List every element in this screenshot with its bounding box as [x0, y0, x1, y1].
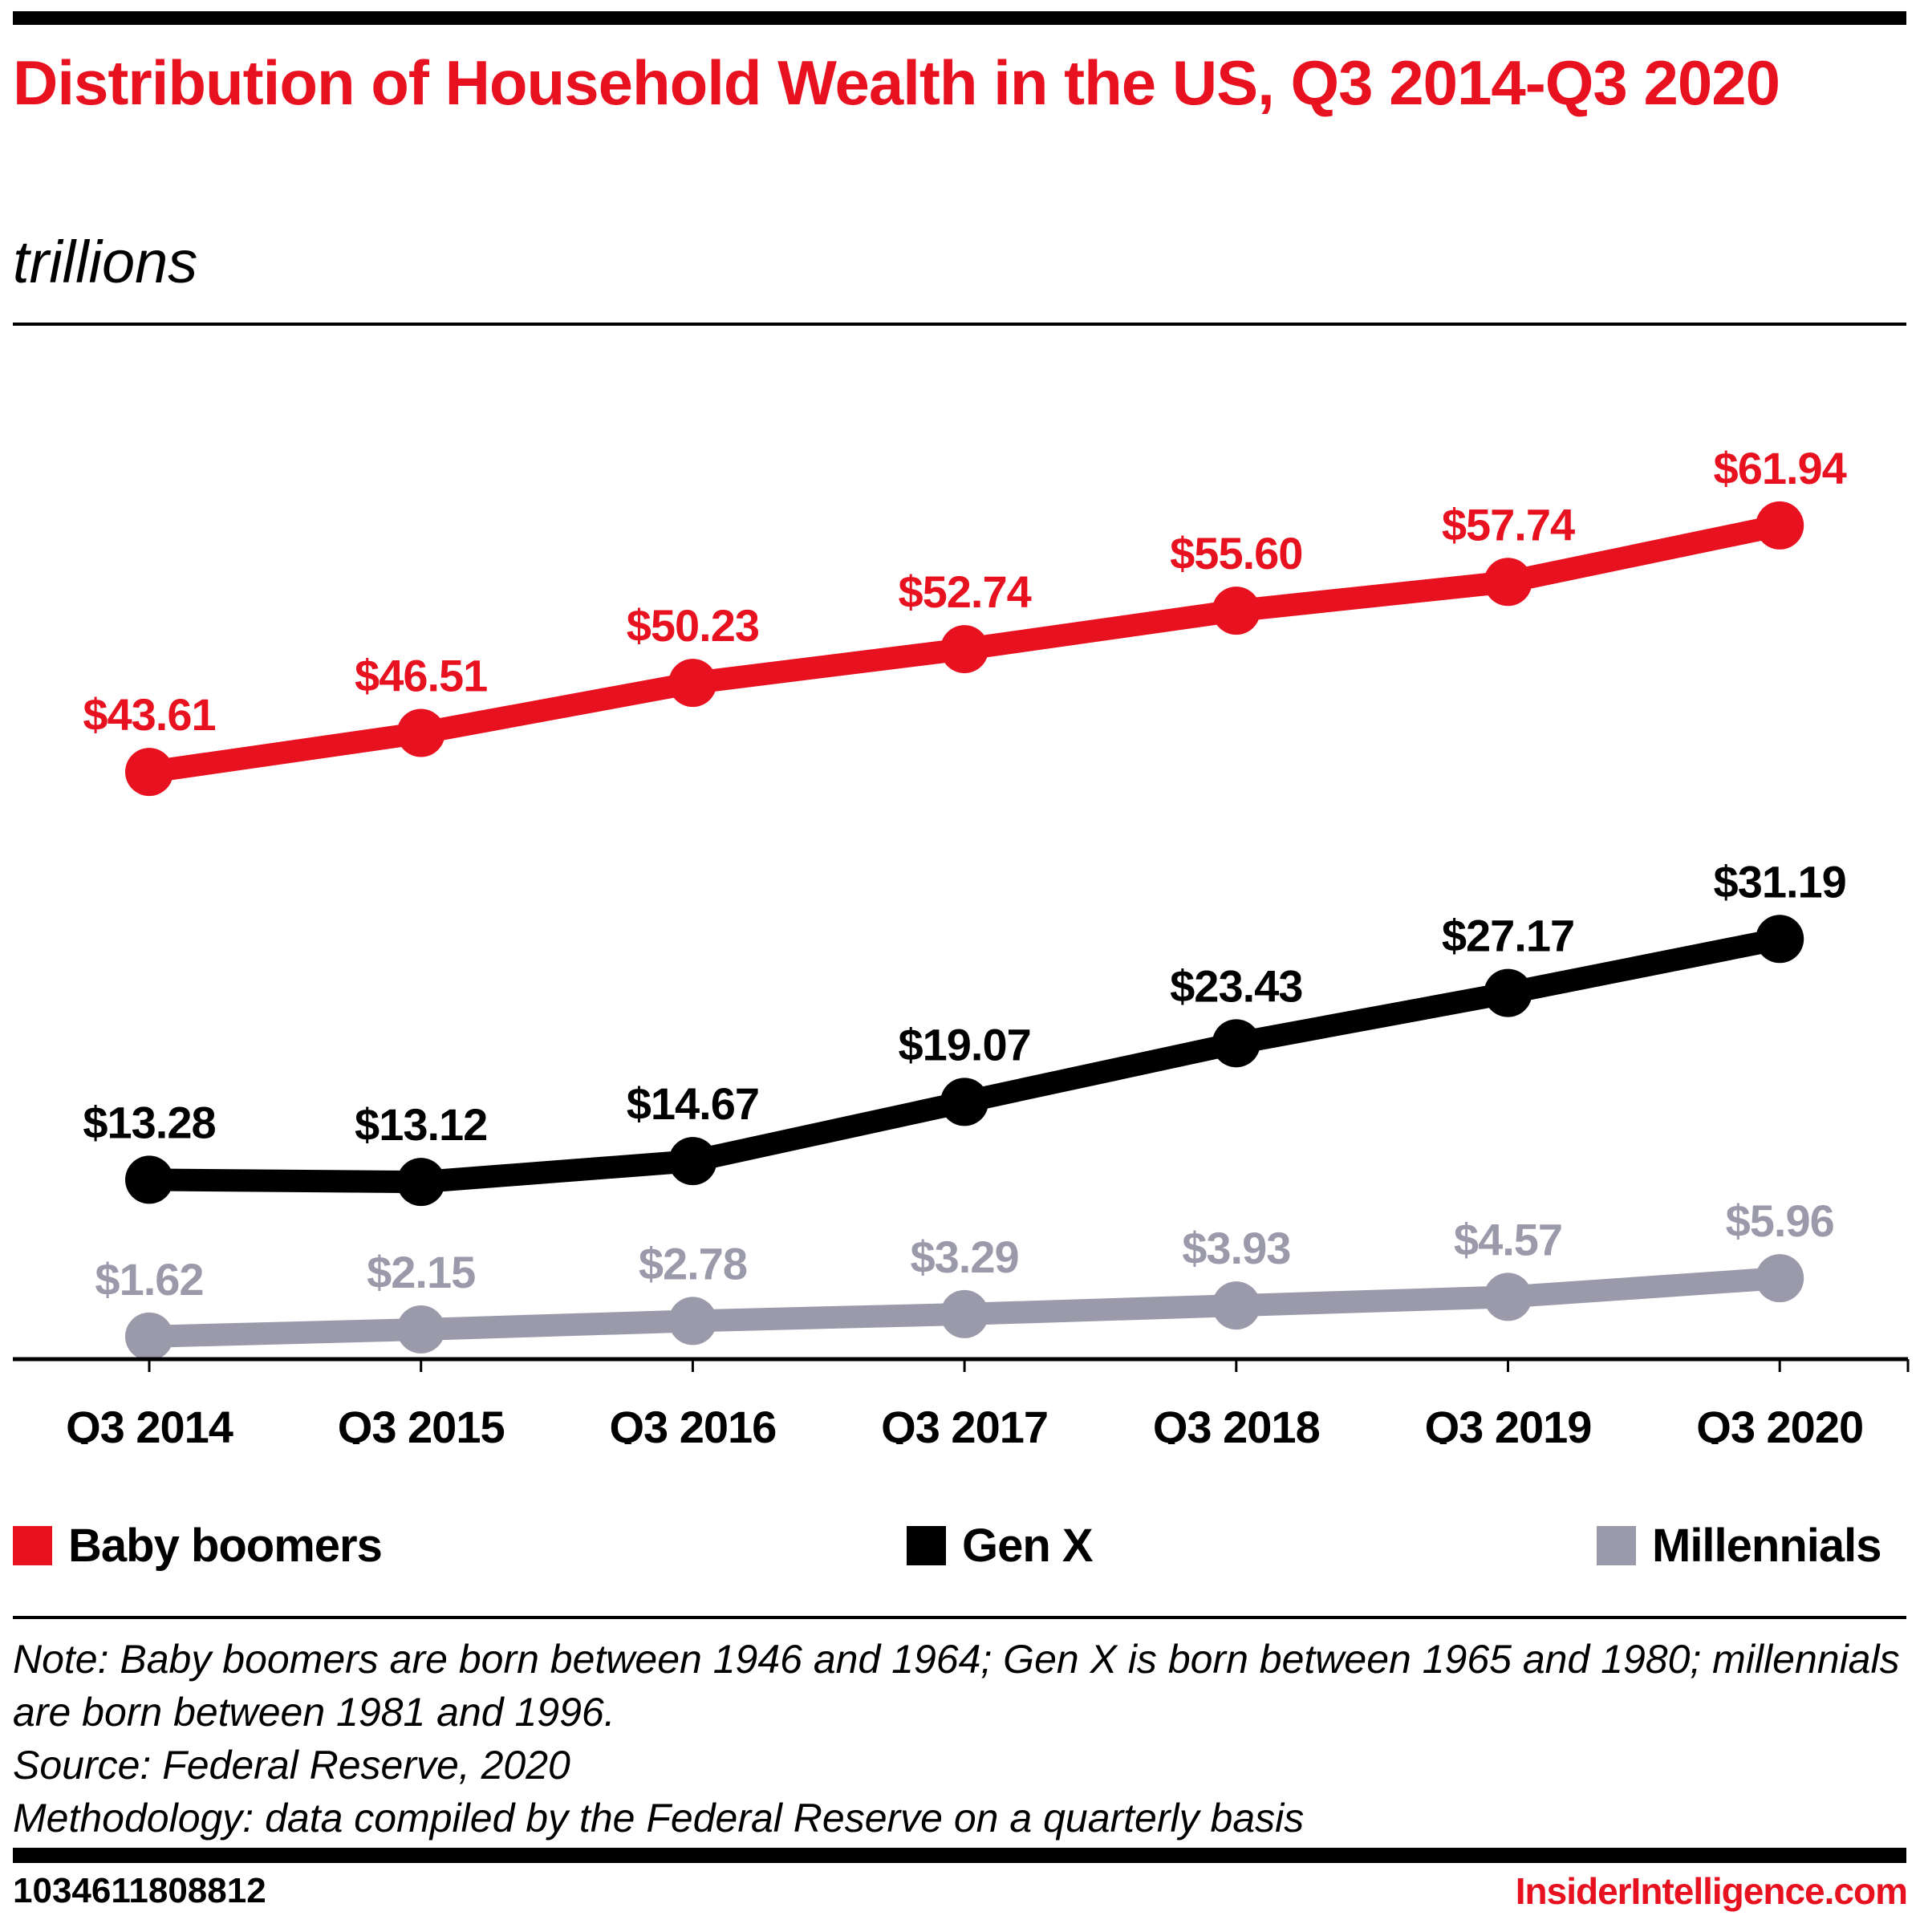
data-point: [1756, 1254, 1804, 1303]
legend-swatch-millennials: [1597, 1526, 1636, 1565]
data-point: [396, 708, 445, 757]
data-point: [668, 659, 717, 708]
data-label: $55.60: [1170, 528, 1302, 578]
data-point: [1756, 501, 1804, 550]
data-point: [396, 1305, 445, 1354]
legend-divider: [13, 1616, 1906, 1619]
data-label: $5.96: [1726, 1195, 1834, 1246]
data-label: $14.67: [627, 1078, 759, 1129]
legend-item-millennials: Millennials: [1597, 1519, 1882, 1573]
footnotes: Note: Baby boomers are born between 1946…: [13, 1633, 1906, 1845]
series-baby-boomers: $43.61 $46.51 $50.23 $52.74 $55.60 $57.74 $61.…: [83, 443, 1848, 797]
x-axis: Q3 2014 Q3 2015 Q3 2016 Q3 2017 Q3 2018 Q3 20…: [13, 1357, 1910, 1444]
subtitle-divider: [13, 323, 1906, 326]
x-tick-label: Q3 2017: [881, 1402, 1048, 1444]
x-tick-label: Q3 2018: [1153, 1402, 1320, 1444]
data-label: $2.15: [367, 1247, 475, 1297]
data-point: [1484, 968, 1532, 1017]
data-label: $1.62: [95, 1254, 203, 1305]
data-label: $4.57: [1454, 1214, 1562, 1264]
line-chart: $43.61 $46.51 $50.23 $52.74 $55.60 $57.74 $61.…: [13, 443, 1910, 1444]
data-label: $43.61: [83, 689, 215, 740]
data-label: $52.74: [898, 566, 1031, 617]
data-label: $27.17: [1442, 911, 1574, 961]
data-label: $2.78: [639, 1238, 747, 1289]
data-label: $23.43: [1170, 960, 1302, 1011]
x-tick-label: Q3 2016: [609, 1402, 776, 1444]
brand-link[interactable]: InsiderIntelligence.com: [1515, 1870, 1908, 1912]
data-point: [396, 1158, 445, 1207]
data-label: $50.23: [627, 600, 759, 651]
note-text: Note: Baby boomers are born between 1946…: [13, 1637, 1900, 1735]
chart-id: 1034611808812: [13, 1871, 266, 1910]
data-point: [940, 625, 989, 674]
data-point: [1212, 586, 1260, 635]
data-point: [125, 748, 173, 797]
legend-item-baby-boomers: Baby boomers: [13, 1519, 383, 1573]
data-label: $57.74: [1442, 499, 1575, 550]
source-text: Source: Federal Reserve, 2020: [13, 1743, 570, 1788]
data-point: [940, 1078, 989, 1126]
data-label: $3.93: [1182, 1223, 1290, 1273]
data-point: [1484, 1272, 1532, 1321]
data-point: [668, 1297, 717, 1346]
series-millennials: $1.62 $2.15 $2.78 $3.29 $3.93 $4.57 $5.96: [95, 1195, 1835, 1361]
data-point: [125, 1312, 173, 1361]
bottom-rule: [13, 1848, 1906, 1863]
x-tick-label: Q3 2014: [66, 1402, 233, 1444]
data-label: $46.51: [355, 650, 487, 700]
data-label: $19.07: [898, 1019, 1030, 1070]
data-point: [940, 1289, 989, 1338]
legend-label: Baby boomers: [68, 1520, 383, 1572]
legend-swatch-baby-boomers: [13, 1526, 52, 1565]
data-label: $13.12: [355, 1099, 487, 1150]
data-point: [125, 1155, 173, 1204]
data-point: [668, 1137, 717, 1186]
series-gen-x: $13.28 $13.12 $14.67 $19.07 $23.43 $27.17 $31.…: [83, 856, 1847, 1207]
data-point: [1484, 558, 1532, 607]
data-label: $13.28: [83, 1097, 215, 1147]
legend-item-gen-x: Gen X: [907, 1519, 1094, 1573]
data-point: [1212, 1281, 1260, 1330]
x-tick-label: Q3 2020: [1696, 1402, 1863, 1444]
chart-title: Distribution of Household Wealth in the …: [13, 47, 1780, 118]
methodology-text: Methodology: data compiled by the Federa…: [13, 1796, 1305, 1841]
data-label: $31.19: [1714, 856, 1846, 907]
legend-swatch-gen-x: [907, 1526, 946, 1565]
x-tick-label: Q3 2015: [338, 1402, 505, 1444]
data-point: [1756, 915, 1804, 964]
data-label: $61.94: [1714, 443, 1847, 493]
data-point: [1212, 1019, 1260, 1068]
series-layer: $43.61 $46.51 $50.23 $52.74 $55.60 $57.74 $61.…: [83, 443, 1848, 1361]
chart-subtitle: trillions: [13, 229, 198, 295]
x-tick-label: Q3 2019: [1425, 1402, 1592, 1444]
top-rule: [13, 11, 1906, 25]
legend-label: Millennials: [1652, 1520, 1882, 1572]
data-label: $3.29: [911, 1232, 1019, 1282]
legend-label: Gen X: [962, 1520, 1094, 1572]
